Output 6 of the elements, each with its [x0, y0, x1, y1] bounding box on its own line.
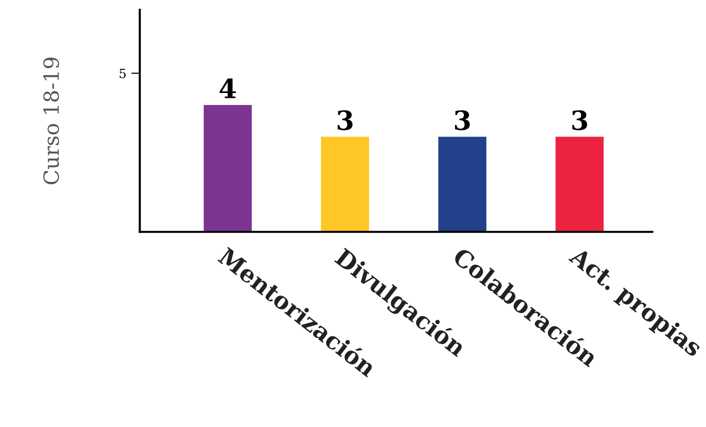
data-label: 3	[454, 110, 470, 130]
y-tick-label: 5	[120, 68, 126, 78]
y-axis-title: Curso 18-19	[43, 58, 60, 184]
data-label: 3	[572, 110, 588, 130]
data-label: 3	[338, 110, 353, 130]
data-label: 4	[220, 78, 236, 98]
